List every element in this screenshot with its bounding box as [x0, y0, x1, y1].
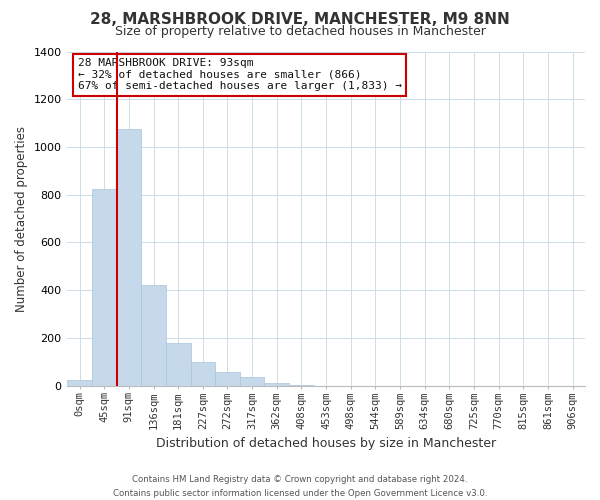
Y-axis label: Number of detached properties: Number of detached properties	[15, 126, 28, 312]
Bar	[240, 376, 265, 386]
Bar	[166, 342, 191, 386]
Bar	[191, 362, 215, 386]
Bar	[289, 385, 314, 386]
Text: 28 MARSHBROOK DRIVE: 93sqm
← 32% of detached houses are smaller (866)
67% of sem: 28 MARSHBROOK DRIVE: 93sqm ← 32% of deta…	[77, 58, 401, 92]
Bar	[116, 129, 141, 386]
Bar	[215, 372, 240, 386]
X-axis label: Distribution of detached houses by size in Manchester: Distribution of detached houses by size …	[156, 437, 496, 450]
Bar	[265, 382, 289, 386]
Bar	[141, 286, 166, 386]
Bar	[67, 380, 92, 386]
Text: Contains HM Land Registry data © Crown copyright and database right 2024.
Contai: Contains HM Land Registry data © Crown c…	[113, 476, 487, 498]
Text: Size of property relative to detached houses in Manchester: Size of property relative to detached ho…	[115, 25, 485, 38]
Bar	[92, 188, 116, 386]
Text: 28, MARSHBROOK DRIVE, MANCHESTER, M9 8NN: 28, MARSHBROOK DRIVE, MANCHESTER, M9 8NN	[90, 12, 510, 28]
